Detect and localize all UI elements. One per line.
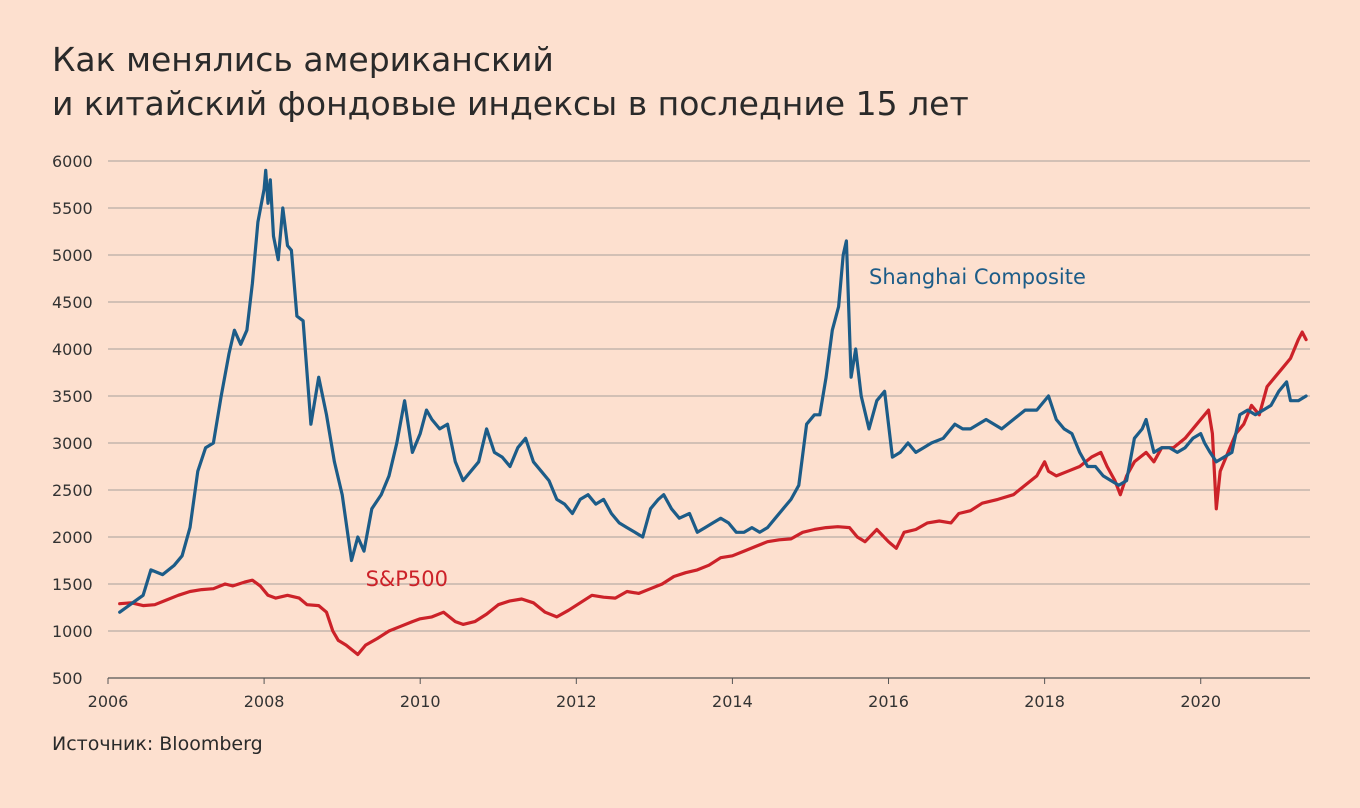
grid-lines (108, 160, 1310, 679)
y-tick-label-2500: 2500 (52, 481, 93, 500)
y-tick-label-3000: 3000 (52, 434, 93, 453)
x-tick-label-2010: 2010 (400, 692, 441, 711)
x-tick-label-2016: 2016 (868, 692, 909, 711)
y-tick-label-5500: 5500 (52, 199, 93, 218)
series-labels: S&P500 Shanghai Composite (366, 265, 1086, 591)
x-tick-label-2006: 2006 (88, 692, 129, 711)
chart-title-line-1: Как менялись американский (52, 40, 554, 79)
series-label-s-p500: S&P500 (366, 567, 448, 591)
series-line-s-p500 (118, 330, 1308, 657)
y-tick-label-3500: 3500 (52, 387, 93, 406)
x-tick-label-2008: 2008 (244, 692, 285, 711)
y-tick-label-5000: 5000 (52, 246, 93, 265)
series-group (118, 168, 1308, 657)
x-tick-label-2014: 2014 (712, 692, 753, 711)
x-axis-ticks: 2006 2008 2010 2012 2014 2016 2018 2020 (88, 678, 1221, 711)
y-tick-label-1500: 1500 (52, 575, 93, 594)
y-tick-label-1000: 1000 (52, 622, 93, 641)
y-axis-ticks: 6000 5500 5000 4500 4000 3500 3000 2500 2000 1500… (52, 152, 93, 688)
y-tick-label-4000: 4000 (52, 340, 93, 359)
y-tick-label-4500: 4500 (52, 293, 93, 312)
x-tick-label-2020: 2020 (1180, 692, 1221, 711)
x-tick-label-2018: 2018 (1024, 692, 1065, 711)
chart-title-line-2: и китайский фондовые индексы в последние… (52, 84, 969, 123)
series-line-shanghai-composite (118, 168, 1308, 614)
y-tick-label-6000: 6000 (52, 152, 93, 171)
source-note: Источник: Bloomberg (52, 733, 263, 755)
x-tick-label-2012: 2012 (556, 692, 597, 711)
y-tick-label-2000: 2000 (52, 528, 93, 547)
y-tick-label-500: 500 (52, 669, 83, 688)
series-label-shanghai-composite: Shanghai Composite (869, 265, 1086, 289)
chart-title: Как менялись американский и китайский фо… (52, 38, 969, 126)
